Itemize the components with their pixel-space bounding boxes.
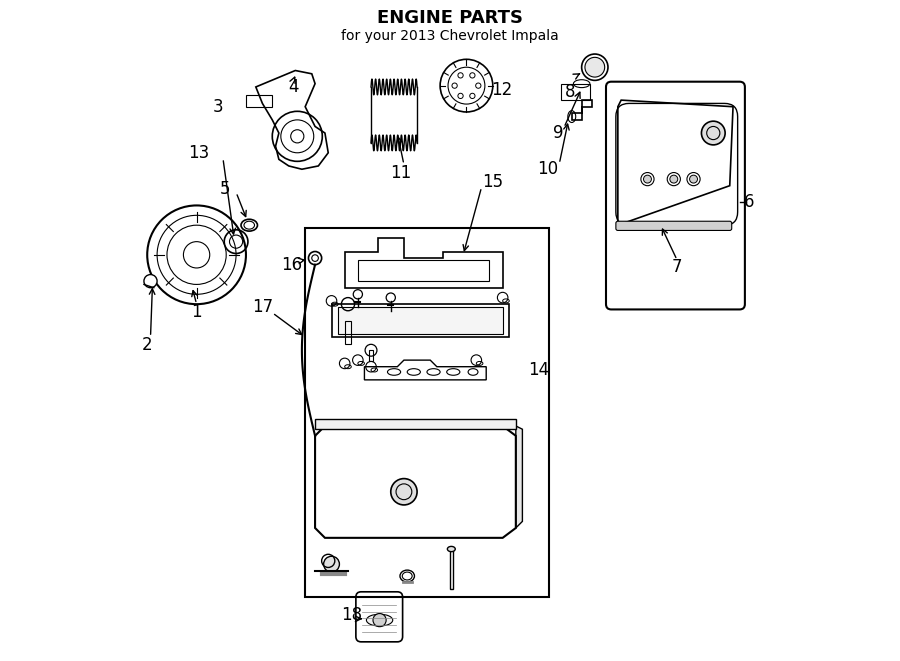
FancyBboxPatch shape — [616, 221, 732, 231]
Bar — [345, 321, 351, 344]
Text: 8: 8 — [565, 83, 576, 101]
Circle shape — [689, 175, 698, 183]
Bar — [331, 304, 509, 337]
Text: 11: 11 — [390, 163, 411, 182]
Bar — [369, 350, 373, 361]
Text: 16: 16 — [282, 256, 302, 274]
Bar — [305, 229, 549, 597]
Circle shape — [184, 242, 210, 268]
Text: ENGINE PARTS: ENGINE PARTS — [377, 9, 523, 27]
Text: 18: 18 — [341, 606, 362, 624]
Text: 15: 15 — [482, 173, 503, 192]
Text: 12: 12 — [491, 81, 512, 99]
Text: 10: 10 — [537, 160, 558, 178]
Text: 3: 3 — [213, 98, 223, 116]
Circle shape — [644, 175, 652, 183]
Ellipse shape — [447, 547, 455, 552]
Circle shape — [373, 613, 386, 627]
Bar — [561, 84, 590, 100]
Ellipse shape — [366, 614, 392, 626]
Bar — [358, 260, 490, 281]
Circle shape — [144, 274, 158, 288]
Text: for your 2013 Chevrolet Impala: for your 2013 Chevrolet Impala — [341, 28, 559, 42]
Text: 4: 4 — [288, 78, 299, 96]
Circle shape — [291, 130, 304, 143]
Circle shape — [701, 121, 725, 145]
Text: 13: 13 — [188, 144, 209, 162]
Text: 1: 1 — [192, 303, 202, 321]
Text: 2: 2 — [142, 336, 152, 354]
Circle shape — [670, 175, 678, 183]
Polygon shape — [516, 426, 522, 528]
Text: 9: 9 — [554, 124, 564, 142]
Text: 5: 5 — [220, 180, 230, 198]
Text: 14: 14 — [528, 361, 549, 379]
Bar — [450, 549, 454, 588]
Circle shape — [391, 479, 417, 505]
Bar — [315, 419, 516, 429]
Text: 6: 6 — [744, 193, 755, 211]
Circle shape — [585, 58, 605, 77]
Text: 17: 17 — [252, 299, 273, 317]
Bar — [246, 95, 273, 106]
Circle shape — [324, 557, 339, 572]
Text: 7: 7 — [671, 258, 682, 276]
Bar — [338, 307, 503, 334]
